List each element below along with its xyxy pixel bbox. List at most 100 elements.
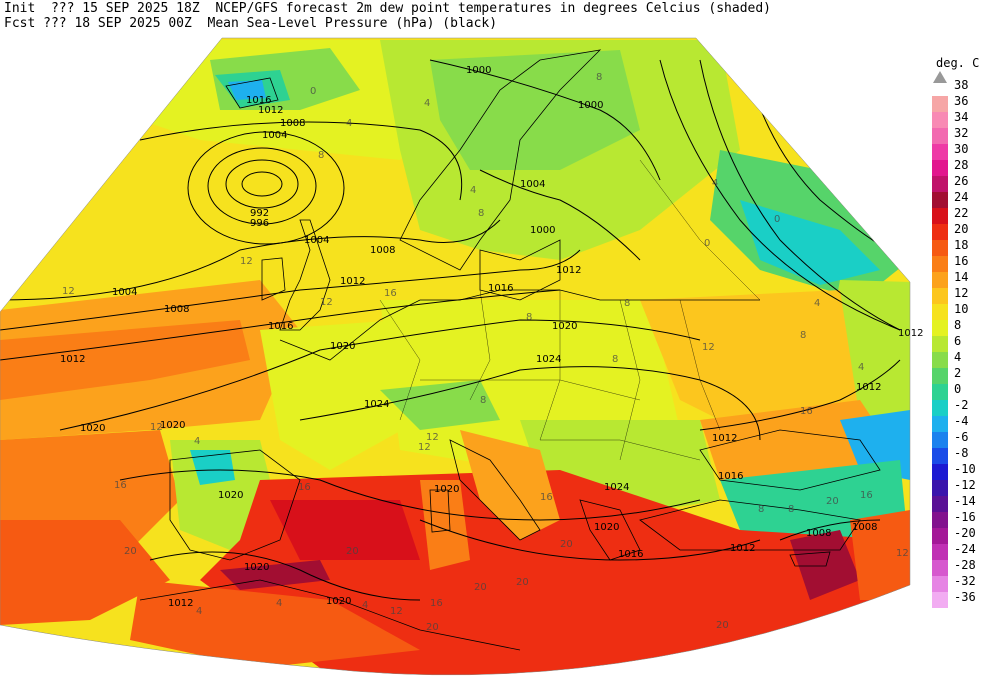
dewpoint-label: 4 [196,606,202,617]
init-title-line: Init ??? 15 SEP 2025 18Z NCEP/GFS foreca… [4,1,772,16]
legend-swatch [932,256,948,272]
legend-label: 18 [954,238,969,252]
legend-label: -4 [954,414,969,428]
dewpoint-label: 20 [124,546,137,557]
dewpoint-label: 4 [424,98,430,109]
isobar-label: 1012 [168,598,193,609]
border-7 [540,439,701,461]
coast-turkey [639,499,861,551]
isobar-label: 1012 [898,328,923,339]
isobar-east-1 [699,59,901,331]
dewpoint-label: 8 [758,504,764,515]
dewpoint-label: 12 [62,286,75,297]
color-legend: deg. C 38 36 34 32 30 28 26 24 22 20 18 16 14 12 10 8 6… [926,56,1000,616]
legend-swatch [932,352,948,368]
isobar-label: 996 [250,218,269,229]
shade-atlantic-hot [0,320,250,400]
legend-swatch [932,240,948,256]
dewpoint-label: 16 [384,288,397,299]
isobar-1020-iberia [149,551,421,601]
shade-sardinia [420,480,470,570]
isobar-low-992 [241,171,283,197]
isobar-label: 1012 [556,265,581,276]
dewpoint-label: 16 [114,480,127,491]
legend-top-value: 38 [954,78,969,92]
isobar-1020-west [59,319,701,431]
shade-iberia-very-dry [190,450,235,485]
isobar-label: 1008 [280,118,305,129]
dewpoint-label: 20 [560,539,573,550]
dewpoint-label: 16 [430,598,443,609]
legend-swatch [932,368,948,384]
border-2 [469,289,491,401]
legend-label: -2 [954,398,969,412]
isobar-label: 1020 [218,490,243,501]
dewpoint-label: 12 [702,342,715,353]
legend-label: -28 [954,558,976,572]
dewpoint-label: 0 [774,214,780,225]
coast-iceland [225,77,279,109]
isobar-1008-east [779,519,881,541]
dewpoint-labels: 0 4 8 4 8 4 8 0 4 4 0 12 12 8 16 12 12 8… [62,72,909,633]
legend-swatch [932,576,948,592]
legend-swatch [932,288,948,304]
legend-swatch [932,304,948,320]
isobar-1000-north [429,59,661,181]
isobar-label: 1012 [60,354,85,365]
dewpoint-map: 1000 1016 1012 1008 1004 992 996 1000 10… [0,37,923,676]
border-1 [379,299,421,421]
legend-label: 4 [954,350,962,364]
isobar-label: 1024 [604,482,629,493]
isobar-low-996 [225,159,299,209]
isobar-label: 1012 [340,276,365,287]
coast-italy [449,439,541,541]
isobar-label: 1024 [364,399,389,410]
shade-iceland-very-cold [228,80,266,100]
isobar-1004-scand [479,169,641,261]
dewpoint-label: 8 [612,354,618,365]
coast-cyprus [789,551,831,567]
legend-label: 0 [954,382,962,396]
legend-label: -32 [954,574,976,588]
legend-label: 16 [954,254,969,268]
isobar-label: 1008 [806,528,831,539]
isobar-label: 1020 [594,522,619,533]
dewpoint-label: 16 [298,482,311,493]
isobar-label: 1012 [258,105,283,116]
dewpoint-label: 16 [860,490,873,501]
isobar-label: 1008 [852,522,877,533]
shade-alps [380,380,500,430]
dewpoint-label: 20 [716,620,729,631]
isobar-labels: 1000 1016 1012 1008 1004 992 996 1000 10… [60,65,923,609]
legend-label: -20 [954,526,976,540]
dewpoint-label: 20 [826,496,839,507]
legend-swatch [932,336,948,352]
shade-france [260,320,420,470]
coastlines [139,49,881,651]
isobar-label: 1012 [856,382,881,393]
dewpoint-label: 8 [526,312,532,323]
legend-label: -24 [954,542,976,556]
isobar-label: 1004 [112,287,137,298]
dewpoint-label: 20 [516,577,529,588]
dewpoint-label: 8 [624,298,630,309]
legend-label: -16 [954,510,976,524]
shade-scandinavia-cool [430,50,640,170]
isobar-low-1004a [187,131,345,245]
dewpoint-label: 4 [814,298,820,309]
legend-swatch [932,320,948,336]
shade-levant [850,510,910,600]
isobar-low-1000 [207,147,317,225]
legend-label: 32 [954,126,969,140]
legend-label: 14 [954,270,969,284]
legend-label: 10 [954,302,969,316]
isobar-label: 1012 [712,433,737,444]
legend-swatch [932,112,948,128]
border-6 [420,379,641,401]
isobar-label: 1000 [466,65,491,76]
legend-swatch [932,400,948,416]
dewpoint-label: 12 [426,432,439,443]
legend-swatch [932,192,948,208]
coast-uk [279,219,331,331]
dewpoint-label: 8 [318,150,324,161]
